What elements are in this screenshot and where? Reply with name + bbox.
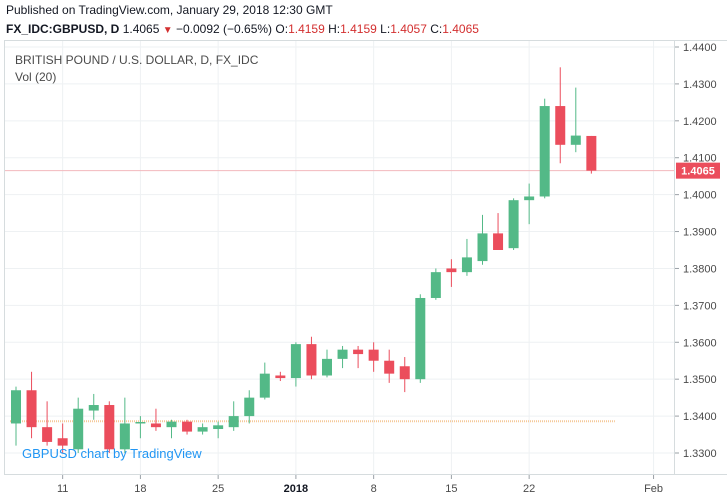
- price-tick-label: 1.3700: [683, 300, 717, 312]
- candle-body-up: [73, 408, 84, 450]
- chart-title: BRITISH POUND / U.S. DOLLAR, D, FX_IDC: [15, 53, 259, 67]
- price-tick-label: 1.3300: [683, 448, 717, 460]
- price-tick-label: 1.4300: [683, 79, 717, 91]
- price-tick-label: 1.3600: [683, 337, 717, 349]
- candle-body-down: [446, 268, 457, 273]
- price-axis[interactable]: [675, 40, 727, 475]
- high-label: H:: [328, 22, 341, 36]
- candle-body-down: [555, 106, 566, 145]
- down-arrow-icon: ▼: [162, 25, 173, 36]
- candle-body-up: [119, 423, 130, 450]
- candle-body-down: [306, 344, 317, 376]
- time-tick-label: 15: [445, 483, 457, 495]
- time-tick-label: 2018: [284, 483, 308, 495]
- price-tick-label: 1.4000: [683, 190, 717, 202]
- candle-body-up: [259, 373, 270, 398]
- candle-body-up: [430, 272, 441, 298]
- candle-body-up: [166, 421, 177, 428]
- price-tick-label: 1.4400: [683, 42, 717, 54]
- price-tick-label: 1.3900: [683, 227, 717, 239]
- published-caption: Published on TradingView.com, January 29…: [6, 3, 333, 17]
- candle-body-down: [275, 375, 286, 379]
- candle-body-down: [150, 423, 161, 428]
- candle-body-down: [182, 421, 193, 432]
- candle-body-up: [135, 421, 146, 424]
- candle-body-up: [197, 427, 208, 432]
- candle-body-up: [477, 233, 488, 262]
- candle-body-up: [337, 349, 348, 359]
- price-tick-label: 1.3400: [683, 411, 717, 423]
- candle-body-up: [539, 106, 550, 197]
- price-tick-label: 1.4200: [683, 116, 717, 128]
- high-value: 1.4159: [340, 22, 377, 36]
- candle-body-down: [586, 135, 597, 171]
- change-value: −0.0092 (−0.65%): [175, 22, 273, 36]
- open-value: 1.4159: [288, 22, 325, 36]
- time-tick-label: 22: [523, 483, 535, 495]
- last-value: 1.4065: [122, 22, 160, 36]
- price-tick-label: 1.4100: [683, 153, 717, 165]
- time-tick-label: 25: [212, 483, 224, 495]
- candle-body-up: [88, 405, 99, 411]
- candle-body-up: [524, 196, 535, 201]
- candle-body-down: [57, 438, 68, 446]
- candle-body-up: [213, 425, 224, 430]
- ohlc-header: FX_IDC:GBPUSD, D 1.4065 ▼ −0.0092 (−0.65…: [6, 22, 479, 36]
- candle-body-up: [290, 344, 301, 379]
- last-price-badge: [676, 162, 720, 179]
- low-value: 1.4057: [390, 22, 427, 36]
- close-label: C:: [430, 22, 443, 36]
- candle-body-down: [42, 427, 53, 442]
- volume-label: Vol (20): [15, 70, 57, 84]
- candle-body-up: [11, 390, 21, 424]
- candle-body-up: [461, 257, 472, 273]
- candle-body-down: [368, 349, 379, 361]
- time-tick-label: 18: [134, 483, 146, 495]
- candle-body-up: [228, 416, 239, 428]
- time-tick-label: 11: [57, 483, 68, 495]
- candle-body-down: [26, 390, 37, 428]
- last-price-label: 1.4065: [681, 166, 715, 178]
- candle-body-up: [508, 200, 519, 249]
- open-label: O:: [275, 22, 289, 36]
- candle-body-up: [415, 297, 426, 380]
- candle-body-down: [384, 360, 395, 374]
- time-tick-label: Feb: [644, 483, 663, 495]
- close-value: 1.4065: [442, 22, 479, 36]
- candle-body-down: [353, 349, 364, 355]
- symbol-label: FX_IDC:GBPUSD, D: [6, 22, 120, 36]
- candle-body-up: [244, 397, 255, 417]
- price-tick-label: 1.3500: [683, 374, 717, 386]
- chart-pane[interactable]: [4, 40, 675, 475]
- candle-body-down: [104, 405, 115, 450]
- time-tick-label: 8: [371, 483, 377, 495]
- candle-body-down: [399, 366, 410, 380]
- price-tick-label: 1.3800: [683, 263, 717, 275]
- candle-body-up: [570, 135, 581, 145]
- tradingview-brand-link[interactable]: GBPUSD chart by TradingView: [22, 446, 202, 461]
- candle-body-down: [493, 233, 504, 250]
- candle-body-up: [322, 358, 332, 376]
- low-label: L:: [380, 22, 391, 36]
